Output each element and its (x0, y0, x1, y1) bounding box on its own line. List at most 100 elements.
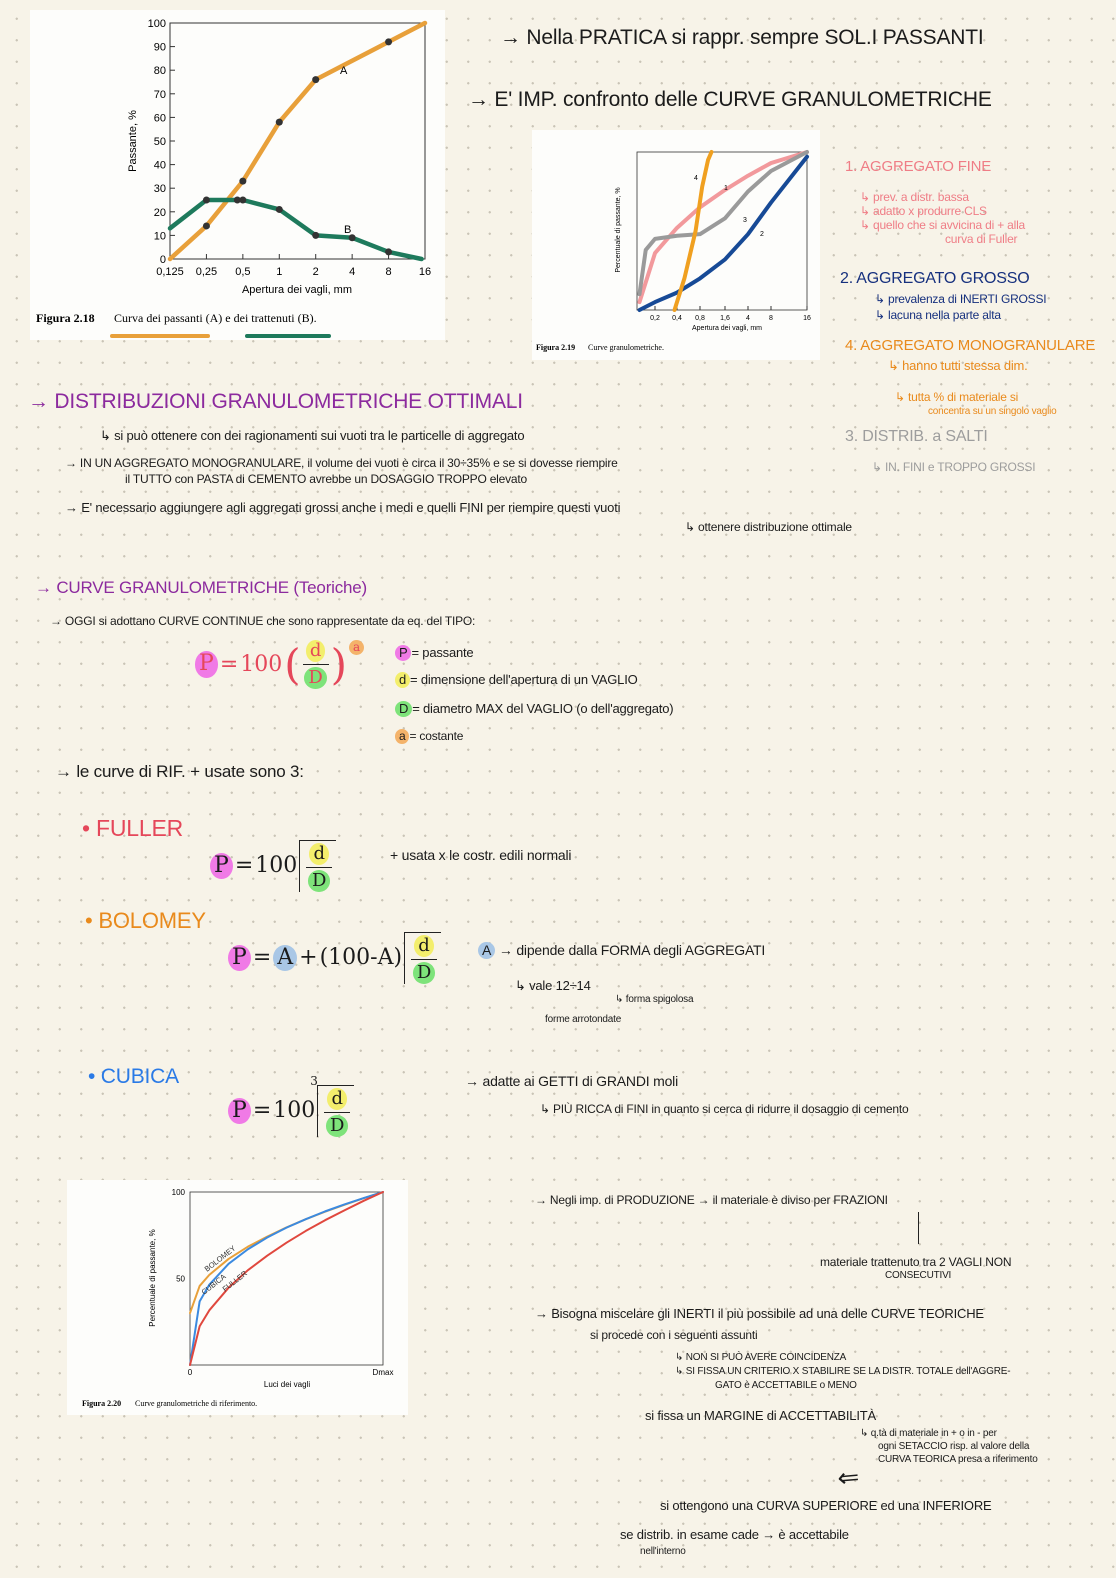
equals: = (219, 652, 239, 677)
y-axis-label: Passante, % (127, 110, 139, 172)
aggregato-grosso-title: 2. AGGREGATO GROSSO (840, 270, 1030, 287)
equals: = (234, 853, 254, 879)
series-label-1: 1 (724, 185, 728, 192)
note-line: si procede con i seguenti assunti (590, 1328, 758, 1342)
constant-100: 100 (255, 853, 298, 879)
x-tick-label: Dmax (373, 1368, 394, 1377)
series-line-CUBICA (189, 1191, 384, 1366)
equals: = (252, 1098, 272, 1124)
figure-2-20: 100 50 0 Dmax Luci dei vagli Percentuale di p… (67, 1180, 408, 1415)
fuller-title: • FULLER (82, 815, 184, 841)
aggregato-grosso-line: ↳ prevalenza di INERTI GROSSI (875, 292, 1047, 306)
plot-frame (636, 151, 808, 311)
plus: + (299, 945, 318, 971)
aggregato-mono-line: ↳ hanno tutti stessa dim. (888, 358, 1028, 373)
y-axis-label: Percentuale di passante, % (615, 187, 622, 272)
symbol-D: D (395, 701, 413, 718)
plot-frame (189, 1191, 384, 1366)
data-point (233, 196, 241, 204)
section-title-teoriche: → CURVE GRANULOMETRICHE (Teoriche) (35, 578, 367, 597)
data-point (202, 222, 210, 230)
note-line: CURVA TEORICA presa a riferimento (878, 1454, 1038, 1465)
y-tick-label: 60 (154, 112, 166, 124)
legend-item: a = costante (395, 729, 463, 745)
aggregato-fine-line: ↳ quello che si avvicina di + alla (860, 218, 1026, 232)
y-tick-label: 40 (154, 160, 166, 172)
x-tick-label: 0,4 (672, 315, 682, 322)
data-point (275, 118, 283, 126)
figure-caption-label: Figura 2.19 (536, 343, 575, 352)
bolomey-note: ↳ forma spigolosa (615, 994, 694, 1005)
symbol-D: D (304, 667, 327, 689)
note-line: materiale trattenuto tra 2 VAGLI NON (820, 1255, 1012, 1269)
note-line: → OGGI si adottano CURVE CONTINUE che so… (50, 614, 476, 628)
data-point (385, 38, 393, 46)
cubica-title: • CUBICA (88, 1065, 179, 1088)
series-line-1 (637, 150, 809, 305)
symbol-d: d (327, 1088, 348, 1110)
legend-item: D = diametro MAX del VAGLIO (o dell'aggre… (395, 701, 674, 718)
x-axis-label: Luci dei vagli (264, 1380, 310, 1389)
symbol-A: A (478, 942, 496, 960)
symbol-A: A (273, 944, 298, 971)
data-point (312, 231, 320, 239)
x-tick-label: 0,125 (156, 266, 184, 278)
note-confronto: → E' IMP. confronto delle CURVE GRANULOM… (468, 88, 992, 111)
cubica-note: ↳ PIÙ RICCA di FINI in quanto si cerca d… (540, 1102, 909, 1116)
series-line-2 (637, 154, 809, 312)
series-label-3: 3 (743, 217, 747, 224)
x-tick-label: 1,6 (720, 315, 730, 322)
x-axis-label: Apertura dei vagli, mm (692, 325, 762, 332)
section-title-ottimali: → DISTRIBUZIONI GRANULOMETRICHE OTTIMALI (28, 390, 523, 413)
note-line: CONSECUTIVI (885, 1270, 952, 1281)
x-tick-label: 16 (419, 266, 431, 278)
x-tick-label: 4 (349, 266, 355, 278)
symbol-d: d (395, 672, 411, 689)
note-line: ↳ si può ottenere con dei ragionamenti s… (100, 428, 525, 443)
note-pratica: → Nella PRATICA si rappr. sempre SOL.I P… (500, 26, 984, 49)
note-line: nell'interno (640, 1546, 686, 1557)
y-tick-label: 80 (154, 65, 166, 77)
y-axis-label: Percentuale di passante, % (148, 1229, 157, 1326)
series-line-4 (672, 150, 714, 312)
x-tick-label: 0,5 (235, 266, 250, 278)
symbol-P: P (195, 651, 218, 678)
aggregato-mono-title: 4. AGGREGATO MONOGRANULARE (845, 337, 1096, 354)
symbol-D: D (308, 869, 331, 892)
note-line: ↳ ottenere distribuzione ottimale (685, 520, 852, 534)
note-line: → Negli imp. di PRODUZIONE → il material… (535, 1193, 888, 1207)
y-tick-label: 20 (154, 207, 166, 219)
symbol-P: P (228, 944, 251, 971)
figure-caption-label: Figura 2.20 (82, 1399, 121, 1408)
symbol-a: a (395, 729, 410, 745)
root-index: 3 (310, 1074, 318, 1088)
series-label-A: A (340, 65, 348, 77)
data-point (239, 196, 247, 204)
symbol-a: a (349, 640, 365, 656)
y-tick-label: 100 (148, 18, 166, 30)
series-line-FULLER (189, 1191, 384, 1366)
note-line: → le curve di RIF. + usate sono 3: (55, 762, 304, 781)
figure-caption: Curve granulometriche di riferimento. (135, 1399, 257, 1408)
series-label-BOLOMEY: BOLOMEY (203, 1244, 238, 1274)
note-text: → dipende dalla FORMA degli AGGREGATI (498, 942, 766, 958)
note-line: ↳ SI FISSA UN CRITERIO X STABILIRE SE LA… (675, 1366, 1011, 1377)
symbol-D: D (412, 961, 436, 984)
data-point (275, 205, 283, 213)
data-point (385, 248, 393, 256)
y-tick-label: 30 (154, 183, 166, 195)
underline-orange (110, 334, 210, 338)
distrib-salti-title: 3. DISTRIB. a SALTI (845, 428, 988, 445)
chart-curve-granulometriche: 0,2 0,4 0,8 1,6 4 8 16 Apertura dei vagli, mm Pe… (536, 150, 811, 352)
y-tick-label: 50 (154, 136, 166, 148)
note-line: ↳ q.tà di materiale in + o in - per (860, 1428, 997, 1439)
underline-green (245, 334, 331, 338)
bolomey-title: • BOLOMEY (85, 908, 206, 933)
series-line-B (167, 197, 424, 262)
series-label-4: 4 (694, 175, 698, 182)
